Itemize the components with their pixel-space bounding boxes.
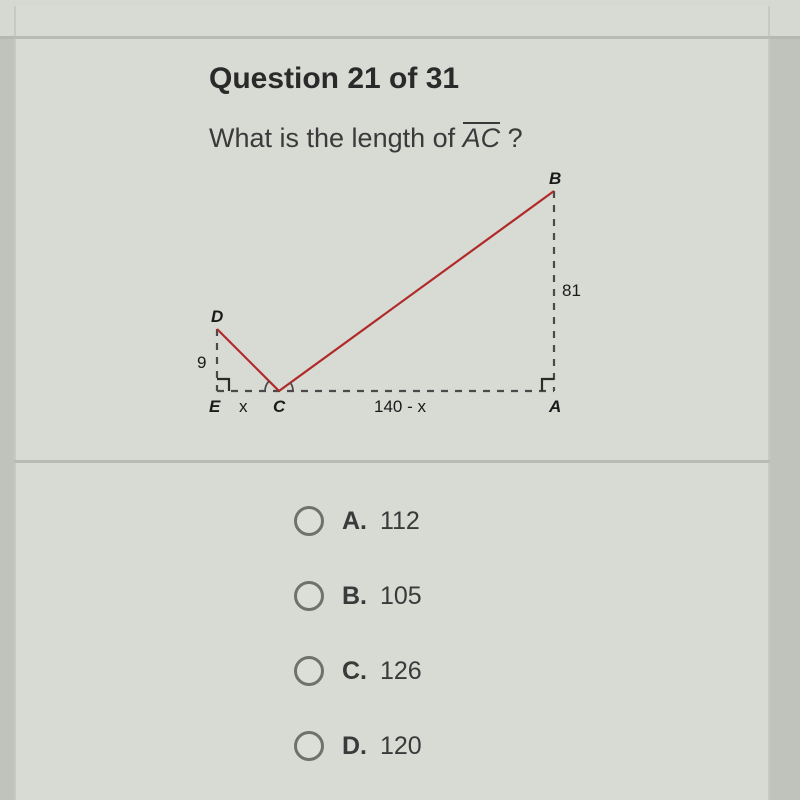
question-prompt: What is the length of AC ? — [209, 122, 523, 154]
label-D: D — [211, 307, 223, 327]
label-DE-value: 9 — [197, 353, 206, 373]
option-A[interactable]: A. 112 — [294, 506, 420, 536]
radio-icon — [294, 506, 324, 536]
option-letter: D. — [342, 732, 367, 760]
option-label: A. 112 — [342, 507, 420, 536]
segment-AC-overline: AC — [463, 122, 501, 152]
option-D[interactable]: D. 120 — [294, 731, 422, 761]
label-EC-value: x — [239, 397, 248, 417]
label-A: A — [549, 397, 561, 417]
label-E: E — [209, 397, 220, 417]
prompt-prefix: What is the length of — [209, 123, 463, 153]
option-text: 105 — [380, 582, 422, 610]
option-B[interactable]: B. 105 — [294, 581, 422, 611]
prompt-suffix: ? — [508, 123, 523, 153]
divider-mid — [14, 460, 770, 463]
content-sheet: Question 21 of 31 What is the length of … — [14, 6, 770, 800]
label-B: B — [549, 169, 561, 189]
option-text: 120 — [380, 732, 422, 760]
option-letter: C. — [342, 657, 367, 685]
option-C[interactable]: C. 126 — [294, 656, 422, 686]
divider-top — [14, 36, 770, 39]
radio-icon — [294, 656, 324, 686]
option-label: D. 120 — [342, 732, 422, 761]
question-header: Question 21 of 31 — [209, 62, 459, 96]
option-label: B. 105 — [342, 582, 422, 611]
option-text: 112 — [380, 507, 420, 535]
label-CA-value: 140 - x — [374, 397, 426, 417]
radio-icon — [294, 731, 324, 761]
option-text: 126 — [380, 657, 422, 685]
label-C: C — [273, 397, 285, 417]
radio-icon — [294, 581, 324, 611]
option-label: C. 126 — [342, 657, 422, 686]
option-letter: A. — [342, 507, 367, 535]
option-letter: B. — [342, 582, 367, 610]
geometry-diagram: B D E C A 9 81 x 140 - x — [209, 181, 629, 441]
label-BA-value: 81 — [562, 281, 581, 301]
